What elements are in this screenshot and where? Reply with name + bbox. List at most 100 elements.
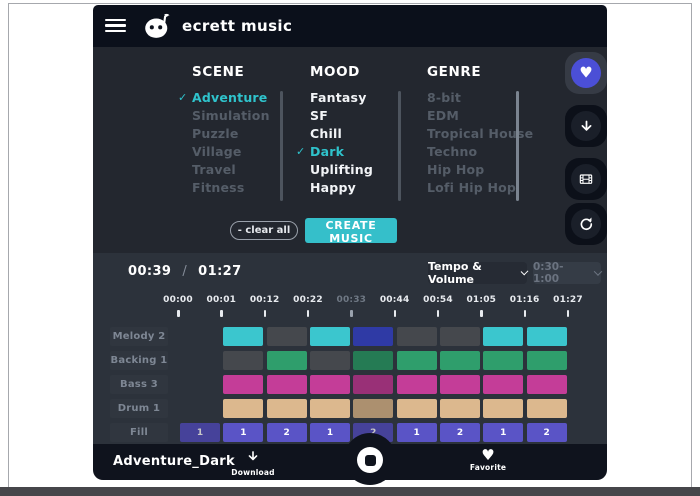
track-block[interactable]: [309, 375, 350, 394]
option-edm[interactable]: EDM: [427, 107, 539, 125]
track-block[interactable]: [396, 327, 437, 346]
track-label-backing-1[interactable]: Backing 1: [110, 351, 168, 370]
track-block[interactable]: 2: [526, 423, 567, 442]
tick-label: 00:33: [336, 295, 367, 305]
favorite-label: Favorite: [469, 463, 507, 472]
option-lofi-hip-hop[interactable]: Lofi Hip Hop: [427, 179, 539, 197]
track-block[interactable]: [223, 351, 264, 370]
track-block[interactable]: [353, 375, 394, 394]
track-block[interactable]: [439, 375, 480, 394]
track-name: Adventure_Dark: [113, 454, 235, 469]
column-items-scene: ✓ Adventure Simulation Puzzle Village Travel F…: [178, 89, 304, 197]
track-block[interactable]: [266, 327, 307, 346]
option-adventure[interactable]: ✓ Adventure: [178, 89, 304, 107]
option-dark[interactable]: ✓ Dark: [296, 143, 422, 161]
scrollbar[interactable]: [280, 91, 283, 201]
option-travel[interactable]: Travel: [192, 161, 304, 179]
option-techno[interactable]: Techno: [427, 143, 539, 161]
refresh-icon: [571, 209, 601, 239]
regenerate-button[interactable]: [565, 203, 607, 245]
create-music-button[interactable]: CREATE MUSIC: [305, 218, 397, 245]
track-block[interactable]: [309, 327, 350, 346]
track-block[interactable]: [439, 351, 480, 370]
option-fitness[interactable]: Fitness: [192, 179, 304, 197]
track-block[interactable]: 2: [439, 423, 480, 442]
track-block[interactable]: 1: [309, 423, 350, 442]
logo[interactable]: ecrett music: [143, 11, 292, 41]
track-block[interactable]: [526, 351, 567, 370]
track-block[interactable]: [483, 375, 524, 394]
track-block[interactable]: [439, 399, 480, 418]
tick-label: 01:27: [553, 295, 583, 305]
track-block[interactable]: [353, 399, 394, 418]
favorite-button[interactable]: ♥: [565, 52, 607, 94]
heart-icon: ♥: [571, 58, 601, 88]
scrollbar[interactable]: [516, 91, 519, 201]
track-block[interactable]: 1: [483, 423, 524, 442]
option-8-bit[interactable]: 8-bit: [427, 89, 539, 107]
tempo-volume-dropdown[interactable]: Tempo & Volume: [428, 260, 529, 286]
track-block[interactable]: 1: [180, 423, 220, 442]
track-block[interactable]: [483, 327, 524, 346]
track-block[interactable]: [309, 351, 350, 370]
option-happy[interactable]: Happy: [310, 179, 422, 197]
track-block[interactable]: [223, 327, 264, 346]
mascot-icon: [145, 13, 170, 38]
option-puzzle[interactable]: Puzzle: [192, 125, 304, 143]
selection-panel: SCENE ✓ Adventure Simulation Puzzle Village Tr…: [93, 47, 607, 253]
column-items-mood: Fantasy SF Chill ✓ Dark Uplifting Happy: [296, 89, 422, 197]
track-block[interactable]: 2: [266, 423, 307, 442]
track-label-fill[interactable]: Fill: [110, 423, 168, 442]
track-label-bass-3[interactable]: Bass 3: [110, 375, 168, 394]
track-block[interactable]: [266, 375, 307, 394]
option-sf[interactable]: SF: [310, 107, 422, 125]
track-block[interactable]: [309, 399, 350, 418]
track-block[interactable]: [396, 375, 437, 394]
track-block[interactable]: [396, 399, 437, 418]
option-hip-hop[interactable]: Hip Hop: [427, 161, 539, 179]
track-block[interactable]: [396, 351, 437, 370]
track-label-drum-1[interactable]: Drum 1: [110, 399, 168, 418]
stop-button[interactable]: [357, 447, 383, 473]
option-label: Uplifting: [310, 162, 374, 177]
tick-label: 00:12: [249, 295, 280, 305]
hamburger-menu-icon[interactable]: [105, 19, 126, 33]
tick-label: 01:16: [509, 295, 540, 305]
track-label-melody-2[interactable]: Melody 2: [110, 327, 168, 346]
track-block[interactable]: [223, 399, 264, 418]
scrollbar[interactable]: [398, 91, 401, 201]
track-block[interactable]: 1: [223, 423, 264, 442]
option-tropical-house[interactable]: Tropical House: [427, 125, 539, 143]
column-header-scene: SCENE: [192, 64, 245, 80]
option-label: Tropical House: [427, 126, 534, 141]
option-simulation[interactable]: Simulation: [192, 107, 304, 125]
option-fantasy[interactable]: Fantasy: [310, 89, 422, 107]
track-block[interactable]: [223, 375, 264, 394]
tick-mark-icon: [480, 310, 483, 317]
track-block[interactable]: [526, 399, 567, 418]
track-block[interactable]: [353, 351, 394, 370]
check-icon: ✓: [178, 91, 188, 104]
track-block[interactable]: [353, 327, 394, 346]
favorite-button[interactable]: ♥ Favorite: [466, 448, 510, 473]
track-block[interactable]: [266, 399, 307, 418]
clear-all-button[interactable]: - clear all: [230, 221, 298, 240]
tick-mark-icon: [177, 310, 180, 317]
track-block[interactable]: [483, 351, 524, 370]
track-block[interactable]: [439, 327, 480, 346]
track-block[interactable]: [266, 351, 307, 370]
option-chill[interactable]: Chill: [310, 125, 422, 143]
download-button[interactable]: Download: [231, 448, 275, 477]
option-uplifting[interactable]: Uplifting: [310, 161, 422, 179]
app-title: ecrett music: [182, 17, 293, 35]
tick-label: 00:44: [379, 295, 410, 305]
download-button[interactable]: [565, 105, 607, 147]
track-block[interactable]: [526, 327, 567, 346]
track-block[interactable]: [526, 375, 567, 394]
track-block[interactable]: [483, 399, 524, 418]
section-range-dropdown[interactable]: 0:30-1:00: [533, 261, 603, 285]
video-preview-button[interactable]: [565, 158, 607, 200]
tick-label: 00:54: [423, 295, 453, 305]
option-village[interactable]: Village: [192, 143, 304, 161]
track-block[interactable]: 1: [396, 423, 437, 442]
